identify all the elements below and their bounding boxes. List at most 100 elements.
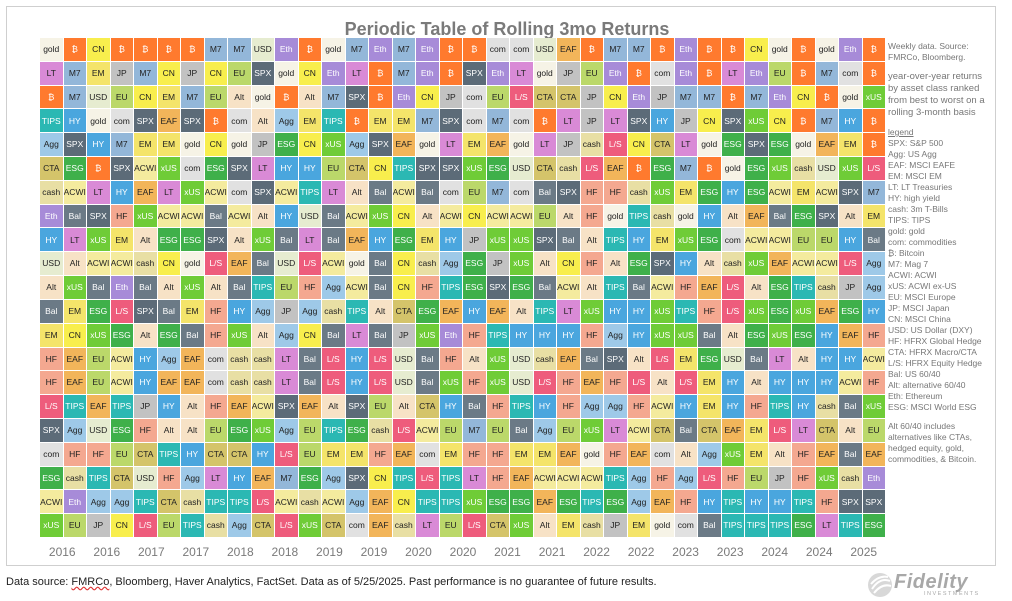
table-cell: ACWI: [627, 418, 650, 442]
table-cell: Alt: [181, 418, 204, 442]
table-cell: EM: [298, 109, 321, 133]
table-cell: HY: [275, 157, 298, 180]
table-cell: EM: [439, 442, 462, 466]
table-cell: SPX: [134, 299, 157, 323]
table-cell: ₿: [627, 157, 650, 180]
table-cell: EAF: [298, 395, 321, 418]
table-cell: Alt: [181, 395, 204, 418]
table-cell: Eth: [275, 38, 298, 61]
table-cell: Bal: [63, 204, 86, 228]
table-cell: Agg: [181, 466, 204, 490]
table-cell: TIPS: [486, 323, 509, 347]
table-cell: ESG: [604, 490, 627, 514]
table-cell: EU: [369, 395, 392, 418]
table-cell: EAF: [815, 133, 838, 157]
table-cell: EU: [745, 466, 768, 490]
table-cell: xUS: [839, 157, 862, 180]
table-cell: HF: [369, 442, 392, 466]
table-cell: EM: [345, 442, 368, 466]
table-cell: CTA: [533, 85, 556, 109]
table-cell: USD: [40, 252, 63, 276]
table-cell: M7: [815, 61, 838, 85]
table-cell: ACWI: [157, 204, 180, 228]
table-cell: ACWI: [40, 490, 63, 514]
table-cell: com: [40, 442, 63, 466]
x-tick-label: 2024: [805, 545, 833, 559]
table-cell: HY: [839, 228, 862, 252]
table-cell: HF: [604, 442, 627, 466]
table-cell: ESG: [745, 180, 768, 204]
table-cell: TIPS: [674, 299, 697, 323]
table-cell: Agg: [157, 347, 180, 371]
table-cell: Bal: [745, 347, 768, 371]
table-cell: HF: [580, 252, 603, 276]
table-cell: TIPS: [345, 299, 368, 323]
table-cell: ₿: [533, 109, 556, 133]
table-cell: Eth: [627, 85, 650, 109]
table-cell: Alt: [510, 299, 533, 323]
table-cell: HY: [721, 395, 744, 418]
table-cell: EM: [416, 228, 439, 252]
table-cell: Bal: [298, 347, 321, 371]
legend-item: M7: Mag 7: [888, 259, 929, 269]
table-cell: EM: [134, 133, 157, 157]
table-cell: xUS: [674, 323, 697, 347]
table-cell: TIPS: [439, 466, 462, 490]
table-cell: JP: [181, 61, 204, 85]
table-cell: EM: [181, 299, 204, 323]
table-cell: HF: [63, 442, 86, 466]
table-cell: CTA: [533, 157, 556, 180]
table-cell: EM: [533, 442, 556, 466]
table-cell: ESG: [768, 299, 791, 323]
table-cell: ESG: [839, 299, 862, 323]
table-cell: ACWI: [251, 395, 274, 418]
table-cell: CTA: [651, 418, 674, 442]
table-cell: HY: [674, 252, 697, 276]
table-cell: xUS: [745, 252, 768, 276]
table-cell: LT: [275, 371, 298, 395]
table-cell: ₿: [369, 61, 392, 85]
table-cell: Eth: [862, 466, 885, 490]
table-cell: EU: [87, 371, 110, 395]
table-cell: Alt: [298, 85, 321, 109]
table-cell: ACWI: [651, 395, 674, 418]
table-cell: ESG: [63, 157, 86, 180]
table-cell: EU: [862, 418, 885, 442]
table-cell: M7: [815, 109, 838, 133]
table-cell: HF: [87, 442, 110, 466]
table-cell: ACWI: [510, 204, 533, 228]
table-cell: ESG: [463, 252, 486, 276]
table-cell: Eth: [40, 204, 63, 228]
table-cell: com: [721, 228, 744, 252]
table-cell: Agg: [533, 418, 556, 442]
table-cell: EAF: [510, 466, 533, 490]
table-cell: HY: [439, 228, 462, 252]
table-cell: cash: [228, 371, 251, 395]
table-cell: ₿: [651, 38, 674, 61]
table-cell: ₿: [87, 157, 110, 180]
table-cell: M7: [345, 38, 368, 61]
table-cell: ₿: [698, 38, 721, 61]
table-cell: Agg: [698, 442, 721, 466]
table-cell: TIPS: [251, 276, 274, 299]
table-cell: EM: [674, 180, 697, 204]
table-cell: TIPS: [604, 228, 627, 252]
table-cell: Alt: [651, 371, 674, 395]
table-cell: TIPS: [580, 490, 603, 514]
table-cell: ESG: [768, 133, 791, 157]
table-cell: ACWI: [486, 204, 509, 228]
table-cell: ESG: [792, 204, 815, 228]
table-cell: HY: [627, 323, 650, 347]
table-cell: HF: [463, 323, 486, 347]
table-cell: TIPS: [204, 490, 227, 514]
table-cell: ACWI: [416, 418, 439, 442]
table-cell: CN: [392, 204, 415, 228]
table-cell: Eth: [392, 85, 415, 109]
table-cell: ₿: [862, 38, 885, 61]
table-cell: EAF: [557, 347, 580, 371]
table-cell: Bal: [768, 204, 791, 228]
table-cell: HY: [345, 371, 368, 395]
table-cell: Alt: [251, 109, 274, 133]
table-cell: gold: [87, 109, 110, 133]
table-cell: gold: [322, 38, 345, 61]
